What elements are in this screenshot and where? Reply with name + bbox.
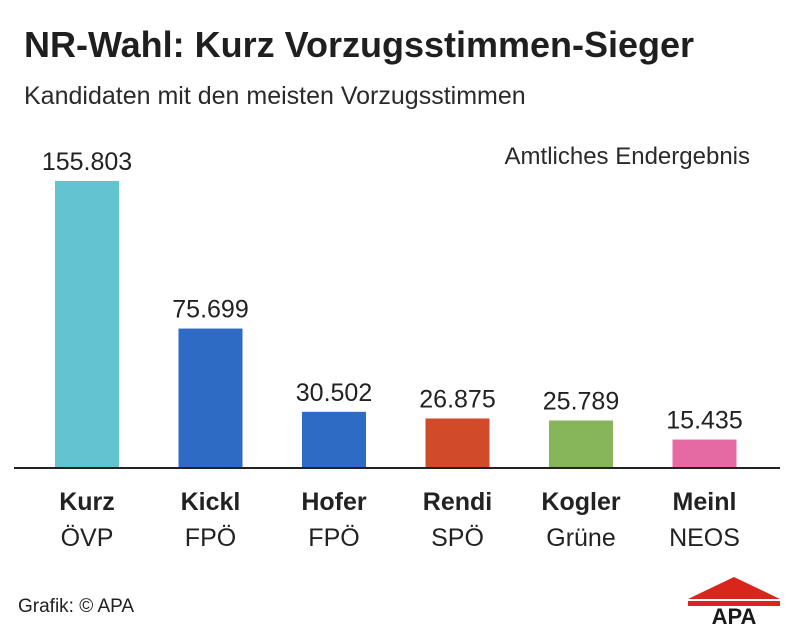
bar-kurz xyxy=(55,181,119,468)
party-label-kurz: ÖVP xyxy=(61,524,114,552)
category-label-kurz: Kurz xyxy=(59,488,115,516)
value-label-kurz: 155.803 xyxy=(42,148,132,176)
bar-meinl xyxy=(672,439,737,468)
category-label-kogler: Kogler xyxy=(541,488,620,516)
bar-kickl xyxy=(178,328,243,468)
category-label-rendi: Rendi xyxy=(423,488,492,516)
party-label-meinl: NEOS xyxy=(669,524,740,552)
bar-kogler xyxy=(549,420,613,468)
party-label-kogler: Grüne xyxy=(546,524,615,552)
category-label-hofer: Hofer xyxy=(301,488,367,516)
chart-title: NR-Wahl: Kurz Vorzugsstimmen-Sieger xyxy=(24,24,695,65)
value-label-kogler: 25.789 xyxy=(543,387,619,415)
credit-text: Grafik: © APA xyxy=(18,596,135,617)
logo-bar xyxy=(688,601,780,606)
value-label-meinl: 15.435 xyxy=(666,407,742,435)
bar-hofer xyxy=(302,411,366,468)
party-label-hofer: FPÖ xyxy=(308,524,359,552)
logo-text: APA xyxy=(712,604,757,625)
value-label-rendi: 26.875 xyxy=(419,385,495,413)
value-label-hofer: 30.502 xyxy=(296,379,372,407)
category-label-meinl: Meinl xyxy=(673,488,737,516)
value-label-kickl: 75.699 xyxy=(172,296,248,324)
logo-triangle xyxy=(688,577,780,599)
bar-rendi xyxy=(425,418,490,468)
party-label-kickl: FPÖ xyxy=(185,524,236,552)
apa-logo: APA xyxy=(688,577,780,625)
bar-chart: 155.803 Kurz ÖVP 75.699 Kickl FPÖ 30.502 Hofer F… xyxy=(14,148,780,552)
chart-subtitle: Kandidaten mit den meisten Vorzugsstimme… xyxy=(24,82,526,110)
category-label-kickl: Kickl xyxy=(181,488,241,516)
result-note: Amtliches Endergebnis xyxy=(504,143,750,170)
party-label-rendi: SPÖ xyxy=(431,524,484,552)
